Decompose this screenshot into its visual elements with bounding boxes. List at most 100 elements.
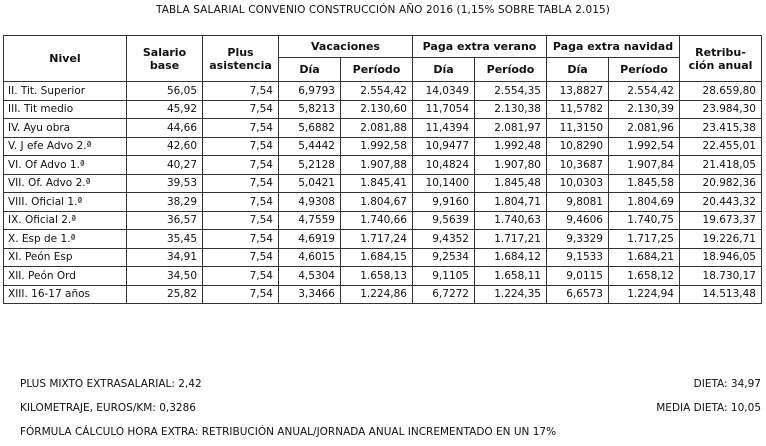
cell-salario-base: 35,45: [126, 229, 203, 249]
cell-vacaciones-periodo: 1.907,88: [340, 155, 413, 175]
cell-verano-periodo: 1.224,35: [474, 284, 547, 304]
header-vacaciones: Vacaciones: [278, 35, 413, 58]
cell-verano-dia: 10,9477: [412, 136, 475, 156]
cell-verano-dia: 9,4352: [412, 229, 475, 249]
table-row: XIII. 16-17 años 25,82 7,54 3,3466 1.224,86 6…: [3, 284, 762, 304]
header-salario-base: Salario base: [126, 35, 203, 82]
cell-navidad-periodo: 1.717,25: [608, 229, 680, 249]
cell-navidad-dia: 9,0115: [546, 266, 609, 286]
cell-verano-dia: 14,0349: [412, 81, 475, 101]
cell-retribucion-anual: 20.443,32: [679, 192, 762, 212]
cell-nivel: VIII. Oficial 1.ª: [3, 192, 127, 212]
cell-vacaciones-dia: 4,9308: [278, 192, 341, 212]
cell-salario-base: 25,82: [126, 284, 203, 304]
header-paga-verano: Paga extra verano: [412, 35, 547, 58]
cell-retribucion-anual: 20.982,36: [679, 173, 762, 193]
cell-retribucion-anual: 19.226,71: [679, 229, 762, 249]
subheader-verano-periodo: Período: [474, 57, 547, 82]
subheader-vacaciones-dia: Día: [278, 57, 341, 82]
cell-vacaciones-dia: 4,7559: [278, 210, 341, 230]
cell-vacaciones-dia: 3,3466: [278, 284, 341, 304]
dieta-note: DIETA: 34,97: [693, 378, 761, 390]
cell-vacaciones-dia: 5,4442: [278, 136, 341, 156]
cell-plus-asistencia: 7,54: [202, 173, 279, 193]
cell-navidad-dia: 6,6573: [546, 284, 609, 304]
cell-vacaciones-periodo: 1.658,13: [340, 266, 413, 286]
cell-plus-asistencia: 7,54: [202, 81, 279, 101]
cell-retribucion-anual: 23.984,30: [679, 99, 762, 119]
cell-navidad-periodo: 2.130,39: [608, 99, 680, 119]
formula-note: FÓRMULA CÁLCULO HORA EXTRA: RETRIBUCIÓN …: [20, 426, 557, 438]
cell-vacaciones-dia: 5,2128: [278, 155, 341, 175]
cell-navidad-periodo: 1.907,84: [608, 155, 680, 175]
cell-vacaciones-dia: 4,5304: [278, 266, 341, 286]
cell-retribucion-anual: 18.730,17: [679, 266, 762, 286]
cell-vacaciones-dia: 4,6015: [278, 247, 341, 267]
subheader-navidad-periodo: Período: [608, 57, 680, 82]
cell-nivel: IX. Oficial 2.ª: [3, 210, 127, 230]
cell-verano-periodo: 1.907,80: [474, 155, 547, 175]
cell-verano-dia: 10,1400: [412, 173, 475, 193]
cell-verano-periodo: 1.684,12: [474, 247, 547, 267]
cell-retribucion-anual: 22.455,01: [679, 136, 762, 156]
table-row: IV. Ayu obra 44,66 7,54 5,6882 2.081,88 11,43…: [3, 118, 762, 138]
media-dieta-note: MEDIA DIETA: 10,05: [656, 402, 761, 414]
cell-salario-base: 56,05: [126, 81, 203, 101]
cell-verano-dia: 11,4394: [412, 118, 475, 138]
cell-navidad-dia: 10,0303: [546, 173, 609, 193]
cell-navidad-periodo: 2.554,42: [608, 81, 680, 101]
cell-verano-periodo: 1.804,71: [474, 192, 547, 212]
cell-navidad-dia: 11,5782: [546, 99, 609, 119]
cell-verano-periodo: 2.130,38: [474, 99, 547, 119]
cell-verano-periodo: 1.740,63: [474, 210, 547, 230]
cell-navidad-periodo: 2.081,96: [608, 118, 680, 138]
cell-verano-dia: 9,1105: [412, 266, 475, 286]
header-plus-asistencia: Plus asistencia: [202, 35, 279, 82]
cell-vacaciones-periodo: 1.224,86: [340, 284, 413, 304]
table-row: XI. Peón Esp 34,91 7,54 4,6015 1.684,15 9,253…: [3, 247, 762, 267]
subheader-vacaciones-periodo: Período: [340, 57, 413, 82]
table-row: III. Tit medio 45,92 7,54 5,8213 2.130,60 11,…: [3, 99, 762, 119]
cell-vacaciones-dia: 5,0421: [278, 173, 341, 193]
header-paga-navidad: Paga extra navidad: [546, 35, 680, 58]
cell-navidad-periodo: 1.684,21: [608, 247, 680, 267]
cell-verano-periodo: 1.658,11: [474, 266, 547, 286]
cell-navidad-dia: 9,8081: [546, 192, 609, 212]
cell-nivel: V. J efe Advo 2.ª: [3, 136, 127, 156]
cell-plus-asistencia: 7,54: [202, 136, 279, 156]
cell-salario-base: 34,50: [126, 266, 203, 286]
cell-plus-asistencia: 7,54: [202, 118, 279, 138]
cell-nivel: XIII. 16-17 años: [3, 284, 127, 304]
cell-plus-asistencia: 7,54: [202, 229, 279, 249]
table-row: II. Tit. Superior 56,05 7,54 6,9793 2.554,42…: [3, 81, 762, 101]
cell-nivel: XII. Peón Ord: [3, 266, 127, 286]
cell-nivel: VI. Of Advo 1.ª: [3, 155, 127, 175]
cell-salario-base: 34,91: [126, 247, 203, 267]
cell-verano-dia: 10,4824: [412, 155, 475, 175]
cell-retribucion-anual: 18.946,05: [679, 247, 762, 267]
cell-salario-base: 45,92: [126, 99, 203, 119]
cell-plus-asistencia: 7,54: [202, 155, 279, 175]
header-retrib-line1: Retribu-: [695, 45, 746, 59]
cell-vacaciones-dia: 5,8213: [278, 99, 341, 119]
cell-vacaciones-periodo: 1.804,67: [340, 192, 413, 212]
cell-navidad-periodo: 1.804,69: [608, 192, 680, 212]
cell-navidad-dia: 11,3150: [546, 118, 609, 138]
cell-verano-dia: 9,2534: [412, 247, 475, 267]
cell-retribucion-anual: 21.418,05: [679, 155, 762, 175]
cell-vacaciones-periodo: 1.992,58: [340, 136, 413, 156]
cell-verano-periodo: 1.717,21: [474, 229, 547, 249]
cell-verano-periodo: 1.992,48: [474, 136, 547, 156]
cell-navidad-periodo: 1.992,54: [608, 136, 680, 156]
table-row: X. Esp de 1.ª 35,45 7,54 4,6919 1.717,24 9,43…: [3, 229, 762, 249]
cell-verano-periodo: 2.554,35: [474, 81, 547, 101]
cell-navidad-periodo: 1.224,94: [608, 284, 680, 304]
cell-vacaciones-periodo: 1.717,24: [340, 229, 413, 249]
cell-vacaciones-periodo: 2.081,88: [340, 118, 413, 138]
cell-nivel: IV. Ayu obra: [3, 118, 127, 138]
cell-verano-dia: 6,7272: [412, 284, 475, 304]
cell-verano-dia: 11,7054: [412, 99, 475, 119]
header-plus-line1: Plus: [227, 45, 254, 59]
kilometraje-note: KILOMETRAJE, EUROS/KM: 0,3286: [20, 402, 196, 414]
cell-navidad-dia: 9,1533: [546, 247, 609, 267]
